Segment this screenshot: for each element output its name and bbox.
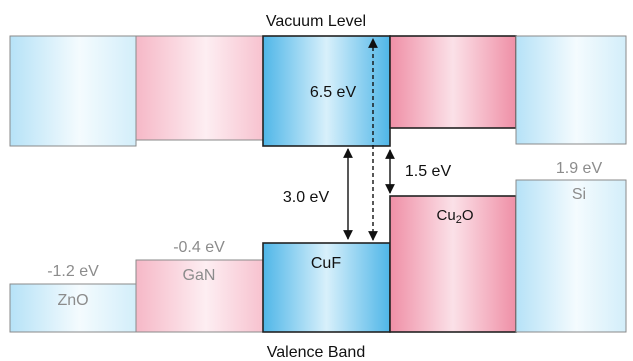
cuf-ionization-label: 6.5 eV: [310, 84, 357, 101]
si-valence-block: [515, 179, 627, 333]
zno-energy-label: -1.2 eV: [47, 263, 99, 280]
cu2o-valence-block: [389, 195, 517, 333]
si-conduction-block: [515, 35, 627, 145]
valence-band-title: Valence Band: [267, 344, 365, 361]
gan-conduction-block: [135, 35, 264, 141]
si-energy-label: 1.9 eV: [556, 160, 603, 177]
cu2o-name-label: Cu2O: [437, 207, 474, 226]
zno-conduction-block: [9, 35, 137, 147]
si-name-label: Si: [572, 186, 586, 203]
cuf-band-gap-label: 3.0 eV: [283, 189, 330, 206]
gan-energy-label: -0.4 eV: [173, 239, 225, 256]
cu2o-offset-label: 1.5 eV: [405, 163, 452, 180]
zno-valence-block: [9, 283, 137, 333]
cu2o-conduction-block: [389, 35, 517, 129]
cuf-name-label: CuF: [311, 255, 341, 272]
vacuum-level-title: Vacuum Level: [266, 13, 366, 30]
zno-name-label: ZnO: [57, 292, 88, 309]
cu2o-name-subscript: 2: [456, 214, 462, 226]
gan-name-label: GaN: [183, 267, 216, 284]
gan-valence-block: [135, 259, 264, 333]
cu2o-name-main: Cu: [437, 207, 456, 224]
cu2o-name-end: O: [462, 207, 474, 224]
cuf-valence-block: [262, 242, 391, 333]
